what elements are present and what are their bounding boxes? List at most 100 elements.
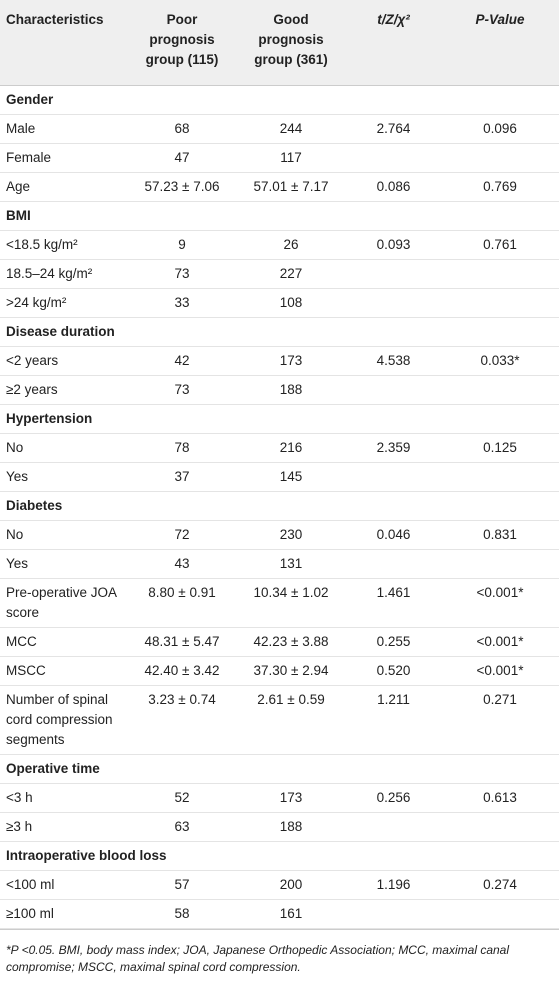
cell: 188 bbox=[236, 812, 346, 842]
data-row: Number of spinal cord compression segmen… bbox=[0, 685, 559, 755]
cell: 0.255 bbox=[346, 627, 441, 657]
cell: 57.23 ± 7.06 bbox=[128, 172, 236, 202]
header-cell: Good prognosis group (361) bbox=[236, 0, 346, 86]
cell: 227 bbox=[236, 259, 346, 289]
empty-cell bbox=[441, 375, 559, 405]
empty-cell bbox=[346, 143, 441, 173]
cell: 2.359 bbox=[346, 433, 441, 463]
cell: 0.274 bbox=[441, 870, 559, 900]
cell: 10.34 ± 1.02 bbox=[236, 578, 346, 628]
cell: 244 bbox=[236, 114, 346, 144]
cell: 1.196 bbox=[346, 870, 441, 900]
cell: 0.271 bbox=[441, 685, 559, 755]
empty-cell bbox=[441, 143, 559, 173]
cell: 3.23 ± 0.74 bbox=[128, 685, 236, 755]
cell: 0.046 bbox=[346, 520, 441, 550]
cell: 73 bbox=[128, 259, 236, 289]
cell: ≥100 ml bbox=[0, 899, 128, 929]
cell: ≥3 h bbox=[0, 812, 128, 842]
cell: 42 bbox=[128, 346, 236, 376]
cell: 145 bbox=[236, 462, 346, 492]
cell: 230 bbox=[236, 520, 346, 550]
cell: 63 bbox=[128, 812, 236, 842]
data-row: <18.5 kg/m² 9 26 0.093 0.761 bbox=[0, 230, 559, 260]
cell: 72 bbox=[128, 520, 236, 550]
cell: Male bbox=[0, 114, 128, 144]
cell: <0.001* bbox=[441, 578, 559, 628]
cell: 1.211 bbox=[346, 685, 441, 755]
data-row: ≥100 ml 58 161 bbox=[0, 899, 559, 929]
section-row: Diabetes bbox=[0, 491, 559, 521]
empty-cell bbox=[441, 259, 559, 289]
cell: 8.80 ± 0.91 bbox=[128, 578, 236, 628]
section-row: Intraoperative blood loss bbox=[0, 841, 559, 871]
cell: <18.5 kg/m² bbox=[0, 230, 128, 260]
cell: 2.764 bbox=[346, 114, 441, 144]
cell: 42.23 ± 3.88 bbox=[236, 627, 346, 657]
data-row: Pre-operative JOA score 8.80 ± 0.91 10.34 … bbox=[0, 578, 559, 628]
data-row: No 78 216 2.359 0.125 bbox=[0, 433, 559, 463]
section-label: Hypertension bbox=[0, 404, 559, 434]
data-row: Yes 43 131 bbox=[0, 549, 559, 579]
cell: Female bbox=[0, 143, 128, 173]
cell: 68 bbox=[128, 114, 236, 144]
data-row: <3 h 52 173 0.256 0.613 bbox=[0, 783, 559, 813]
data-row: MSCC 42.40 ± 3.42 37.30 ± 2.94 0.520 <0.001* bbox=[0, 656, 559, 686]
section-row: Hypertension bbox=[0, 404, 559, 434]
header-cell: Characteristics bbox=[0, 0, 128, 86]
cell: <0.001* bbox=[441, 656, 559, 686]
cell: <2 years bbox=[0, 346, 128, 376]
cell: 173 bbox=[236, 783, 346, 813]
cell: 58 bbox=[128, 899, 236, 929]
cell: 216 bbox=[236, 433, 346, 463]
cell: MSCC bbox=[0, 656, 128, 686]
cell: Yes bbox=[0, 549, 128, 579]
empty-cell bbox=[346, 899, 441, 929]
section-label: BMI bbox=[0, 201, 559, 231]
cell: 0.761 bbox=[441, 230, 559, 260]
section-label: Intraoperative blood loss bbox=[0, 841, 559, 871]
cell: 173 bbox=[236, 346, 346, 376]
empty-cell bbox=[346, 462, 441, 492]
cell: >24 kg/m² bbox=[0, 288, 128, 318]
cell: 18.5–24 kg/m² bbox=[0, 259, 128, 289]
table-body: Gender Male 68 244 2.764 0.096 Female 47 117 Age 5… bbox=[0, 85, 559, 929]
empty-cell bbox=[441, 288, 559, 318]
cell: <0.001* bbox=[441, 627, 559, 657]
data-row: ≥2 years 73 188 bbox=[0, 375, 559, 405]
cell: Pre-operative JOA score bbox=[0, 578, 128, 628]
section-label: Disease duration bbox=[0, 317, 559, 347]
cell: 43 bbox=[128, 549, 236, 579]
cell: 0.831 bbox=[441, 520, 559, 550]
section-row: Gender bbox=[0, 85, 559, 115]
section-label: Diabetes bbox=[0, 491, 559, 521]
data-row: No 72 230 0.046 0.831 bbox=[0, 520, 559, 550]
cell: 1.461 bbox=[346, 578, 441, 628]
cell: 9 bbox=[128, 230, 236, 260]
empty-cell bbox=[346, 812, 441, 842]
cell: 57 bbox=[128, 870, 236, 900]
cell: 0.769 bbox=[441, 172, 559, 202]
cell: 37.30 ± 2.94 bbox=[236, 656, 346, 686]
cell: 161 bbox=[236, 899, 346, 929]
cell: 37 bbox=[128, 462, 236, 492]
cell: 0.086 bbox=[346, 172, 441, 202]
cell: Yes bbox=[0, 462, 128, 492]
data-row: ≥3 h 63 188 bbox=[0, 812, 559, 842]
cell: 117 bbox=[236, 143, 346, 173]
section-label: Operative time bbox=[0, 754, 559, 784]
section-row: Operative time bbox=[0, 754, 559, 784]
header-row: Characteristics Poor prognosis group (115… bbox=[0, 0, 559, 86]
cell: Number of spinal cord compression segmen… bbox=[0, 685, 128, 755]
header-cell: Poor prognosis group (115) bbox=[128, 0, 236, 86]
section-label: Gender bbox=[0, 85, 559, 115]
cell: 0.256 bbox=[346, 783, 441, 813]
cell: 0.520 bbox=[346, 656, 441, 686]
cell: ≥2 years bbox=[0, 375, 128, 405]
cell: 0.125 bbox=[441, 433, 559, 463]
empty-cell bbox=[346, 259, 441, 289]
data-row: Male 68 244 2.764 0.096 bbox=[0, 114, 559, 144]
cell: 26 bbox=[236, 230, 346, 260]
empty-cell bbox=[346, 549, 441, 579]
